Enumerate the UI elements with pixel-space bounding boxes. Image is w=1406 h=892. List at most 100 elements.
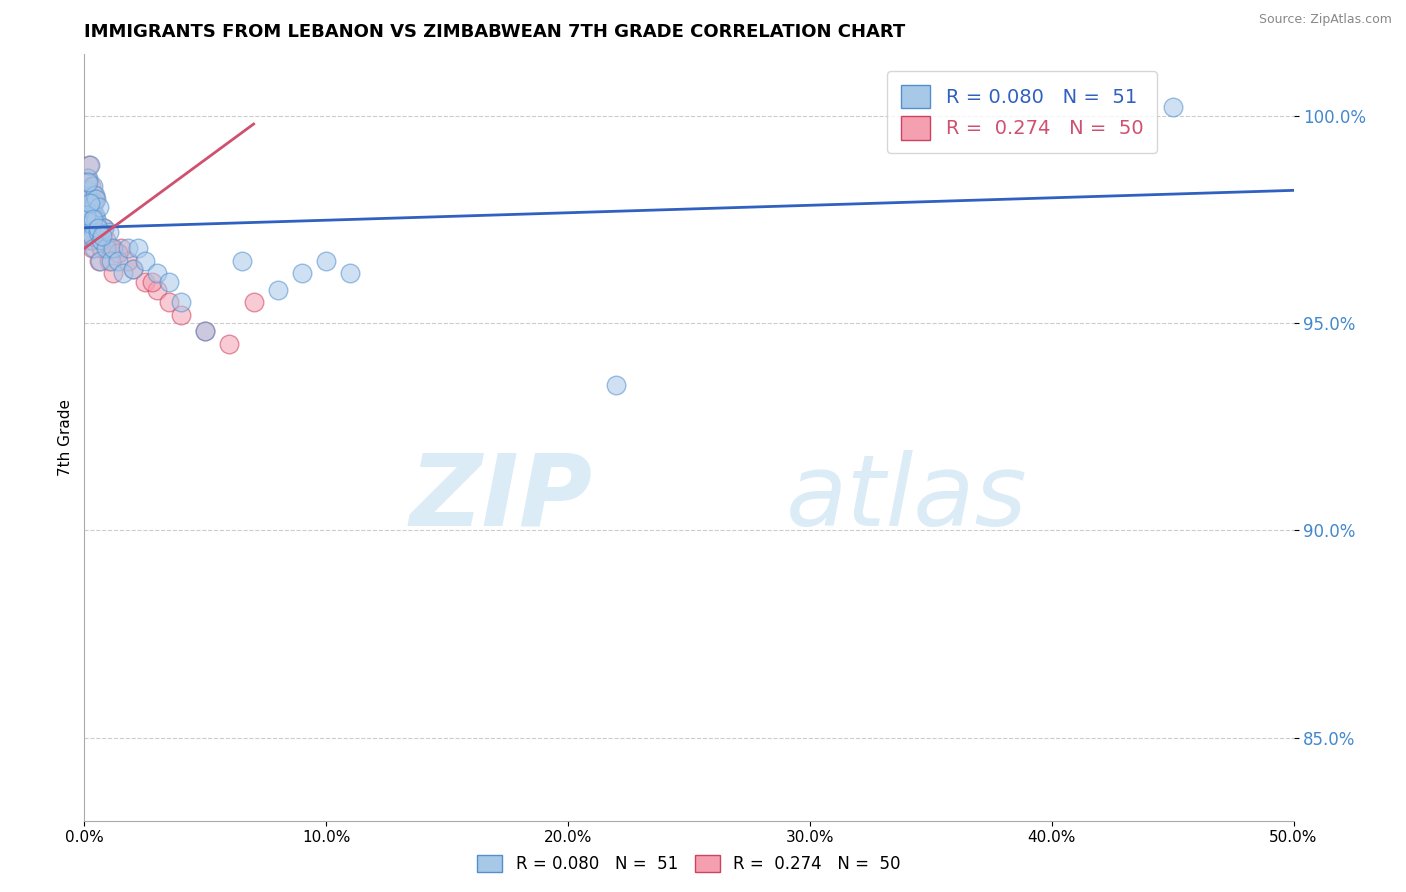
Point (103, 241, 125, 255)
Point (86, 192, 108, 206)
Point (76, 192, 98, 206)
Point (194, 324, 217, 338)
Point (75, 192, 97, 206)
Point (134, 253, 156, 268)
Point (84, 217, 107, 231)
Point (112, 266, 135, 280)
Point (83, 208, 105, 222)
Point (267, 283, 290, 297)
Point (134, 275, 156, 289)
Point (100, 241, 122, 255)
Point (80, 233, 103, 247)
Point (84, 187, 107, 202)
Text: ZIP: ZIP (409, 450, 592, 547)
Point (79, 229, 101, 244)
Point (121, 262, 143, 277)
Point (79, 217, 101, 231)
Point (82, 208, 104, 222)
Point (82, 212, 104, 227)
Point (86, 225, 108, 239)
Point (242, 295, 264, 310)
Point (83, 187, 105, 202)
Point (90, 241, 112, 255)
Point (605, 378, 627, 392)
Point (73, 212, 96, 227)
Point (97, 253, 120, 268)
Point (86, 233, 108, 247)
Point (93, 220, 115, 235)
Point (91, 229, 114, 244)
Point (194, 324, 217, 338)
Point (79, 212, 101, 227)
Point (94, 241, 117, 255)
Point (76, 195, 98, 210)
Point (75, 183, 97, 197)
Point (231, 253, 253, 268)
Point (157, 275, 180, 289)
Point (82, 241, 104, 255)
Point (107, 253, 129, 268)
Point (76, 175, 98, 189)
Text: IMMIGRANTS FROM LEBANON VS ZIMBABWEAN 7TH GRADE CORRELATION CHART: IMMIGRANTS FROM LEBANON VS ZIMBABWEAN 7T… (84, 23, 905, 41)
Point (84, 192, 107, 206)
Text: atlas: atlas (786, 450, 1028, 547)
Point (339, 266, 361, 280)
Point (83, 195, 105, 210)
Point (94, 233, 117, 247)
Point (86, 225, 108, 239)
Point (83, 225, 105, 239)
Point (291, 266, 314, 280)
Point (76, 175, 98, 189)
Point (87, 220, 110, 235)
Point (107, 245, 129, 260)
Point (77, 208, 100, 222)
Point (218, 336, 240, 351)
Text: Source: ZipAtlas.com: Source: ZipAtlas.com (1258, 13, 1392, 27)
Point (127, 241, 149, 255)
Point (117, 241, 139, 255)
Point (93, 220, 115, 235)
Point (141, 275, 163, 289)
Point (77, 225, 100, 239)
Point (77, 170, 100, 185)
Point (83, 212, 105, 227)
Point (90, 233, 112, 247)
Point (89, 233, 111, 247)
Point (157, 295, 180, 310)
Point (146, 283, 169, 297)
Y-axis label: 7th Grade: 7th Grade (58, 399, 73, 475)
Point (77, 208, 100, 222)
Point (80, 179, 103, 194)
Point (79, 225, 101, 239)
Point (76, 233, 98, 247)
Point (315, 253, 337, 268)
Point (170, 308, 193, 322)
Point (75, 200, 97, 214)
Point (1161, 100, 1184, 114)
Point (82, 229, 104, 244)
Point (87, 253, 110, 268)
Point (77, 159, 100, 173)
Point (79, 159, 101, 173)
Point (75, 220, 97, 235)
Point (75, 200, 97, 214)
Point (76, 183, 98, 197)
Point (83, 241, 105, 255)
Point (100, 253, 122, 268)
Point (77, 220, 100, 235)
Point (103, 266, 125, 280)
Point (75, 208, 97, 222)
Point (79, 195, 101, 210)
Point (84, 212, 107, 227)
Legend: R = 0.080   N =  51, R =  0.274   N =  50: R = 0.080 N = 51, R = 0.274 N = 50 (470, 847, 908, 881)
Point (77, 200, 100, 214)
Point (80, 217, 103, 231)
Point (110, 241, 132, 255)
Point (76, 192, 98, 206)
Point (80, 195, 103, 210)
Point (75, 212, 97, 227)
Point (146, 266, 169, 280)
Point (121, 262, 143, 277)
Point (170, 295, 193, 310)
Point (82, 179, 104, 194)
